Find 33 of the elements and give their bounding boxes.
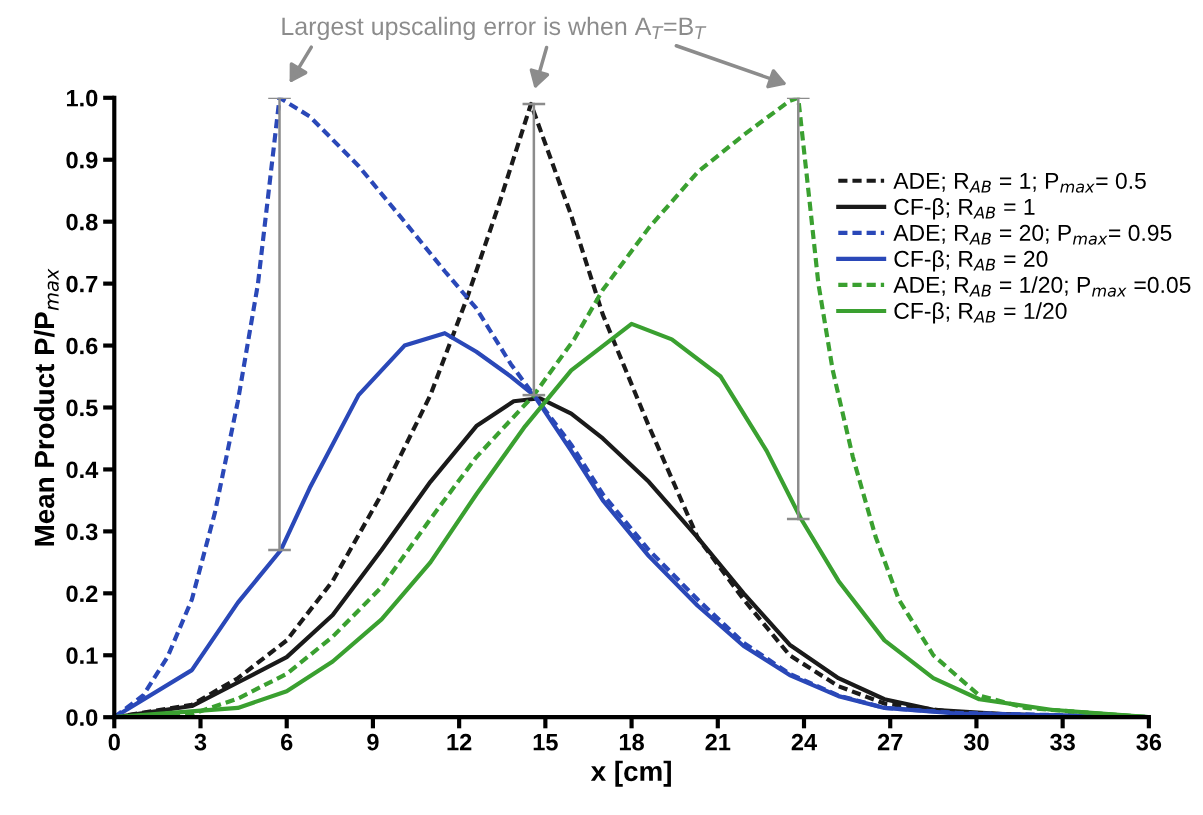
x-tick-label: 9: [367, 733, 379, 751]
x-tick-label: 15: [533, 734, 558, 751]
legend-label: CF-β; R$_{AB}$ = 1/20: [894, 302, 1067, 324]
legend-label: ADE; R$_{AB}$ = 1; P$_{max}$= 0.5: [893, 172, 1146, 193]
legend-label: ADE; R$_{AB}$ = 20; P$_{max}$= 0.95: [893, 224, 1172, 245]
x-tick-label: 0: [108, 733, 120, 751]
x-tick-label: 3: [194, 733, 207, 751]
x-tick-label: 24: [791, 733, 818, 751]
y-tick-label: 1.0: [66, 89, 98, 107]
x-tick-label: 12: [447, 733, 472, 751]
y-tick-label: 0.8: [66, 213, 98, 231]
y-tick-label: 0.4: [66, 461, 99, 479]
chart-title: Largest upscaling error is when A$_{T}$=B$_{T}$: [282, 16, 707, 41]
y-tick-label: 0.3: [66, 523, 98, 541]
y-tick-label: 0.9: [66, 151, 98, 169]
legend-label: ADE; R$_{AB}$ = 1/20; P$_{max}$ =0.05: [893, 276, 1191, 297]
x-tick-label: 21: [705, 733, 731, 751]
x-tick-label: 30: [963, 733, 989, 751]
y-tick-label: 0.0: [66, 709, 98, 726]
x-tick-label: 6: [281, 733, 293, 751]
y-tick-label: 0.5: [66, 399, 98, 417]
y-tick-label: 0.6: [66, 337, 98, 355]
x-tick-label: 27: [877, 733, 903, 751]
legend-label: CF-β; R$_{AB}$ = 20: [894, 250, 1048, 272]
x-tick-label: 33: [1050, 733, 1075, 751]
x-axis-title: x [cm]: [590, 760, 671, 787]
y-tick-label: 0.1: [66, 647, 98, 665]
x-tick-label: 36: [1136, 733, 1162, 751]
y-tick-label: 0.2: [66, 585, 98, 603]
y-axis-title: Mean Product P/P$_{max}$: [33, 268, 59, 546]
legend-label: CF-β; R$_{AB}$ = 1: [894, 198, 1035, 220]
x-tick-label: 18: [619, 733, 644, 751]
y-tick-label: 0.7: [66, 275, 98, 293]
